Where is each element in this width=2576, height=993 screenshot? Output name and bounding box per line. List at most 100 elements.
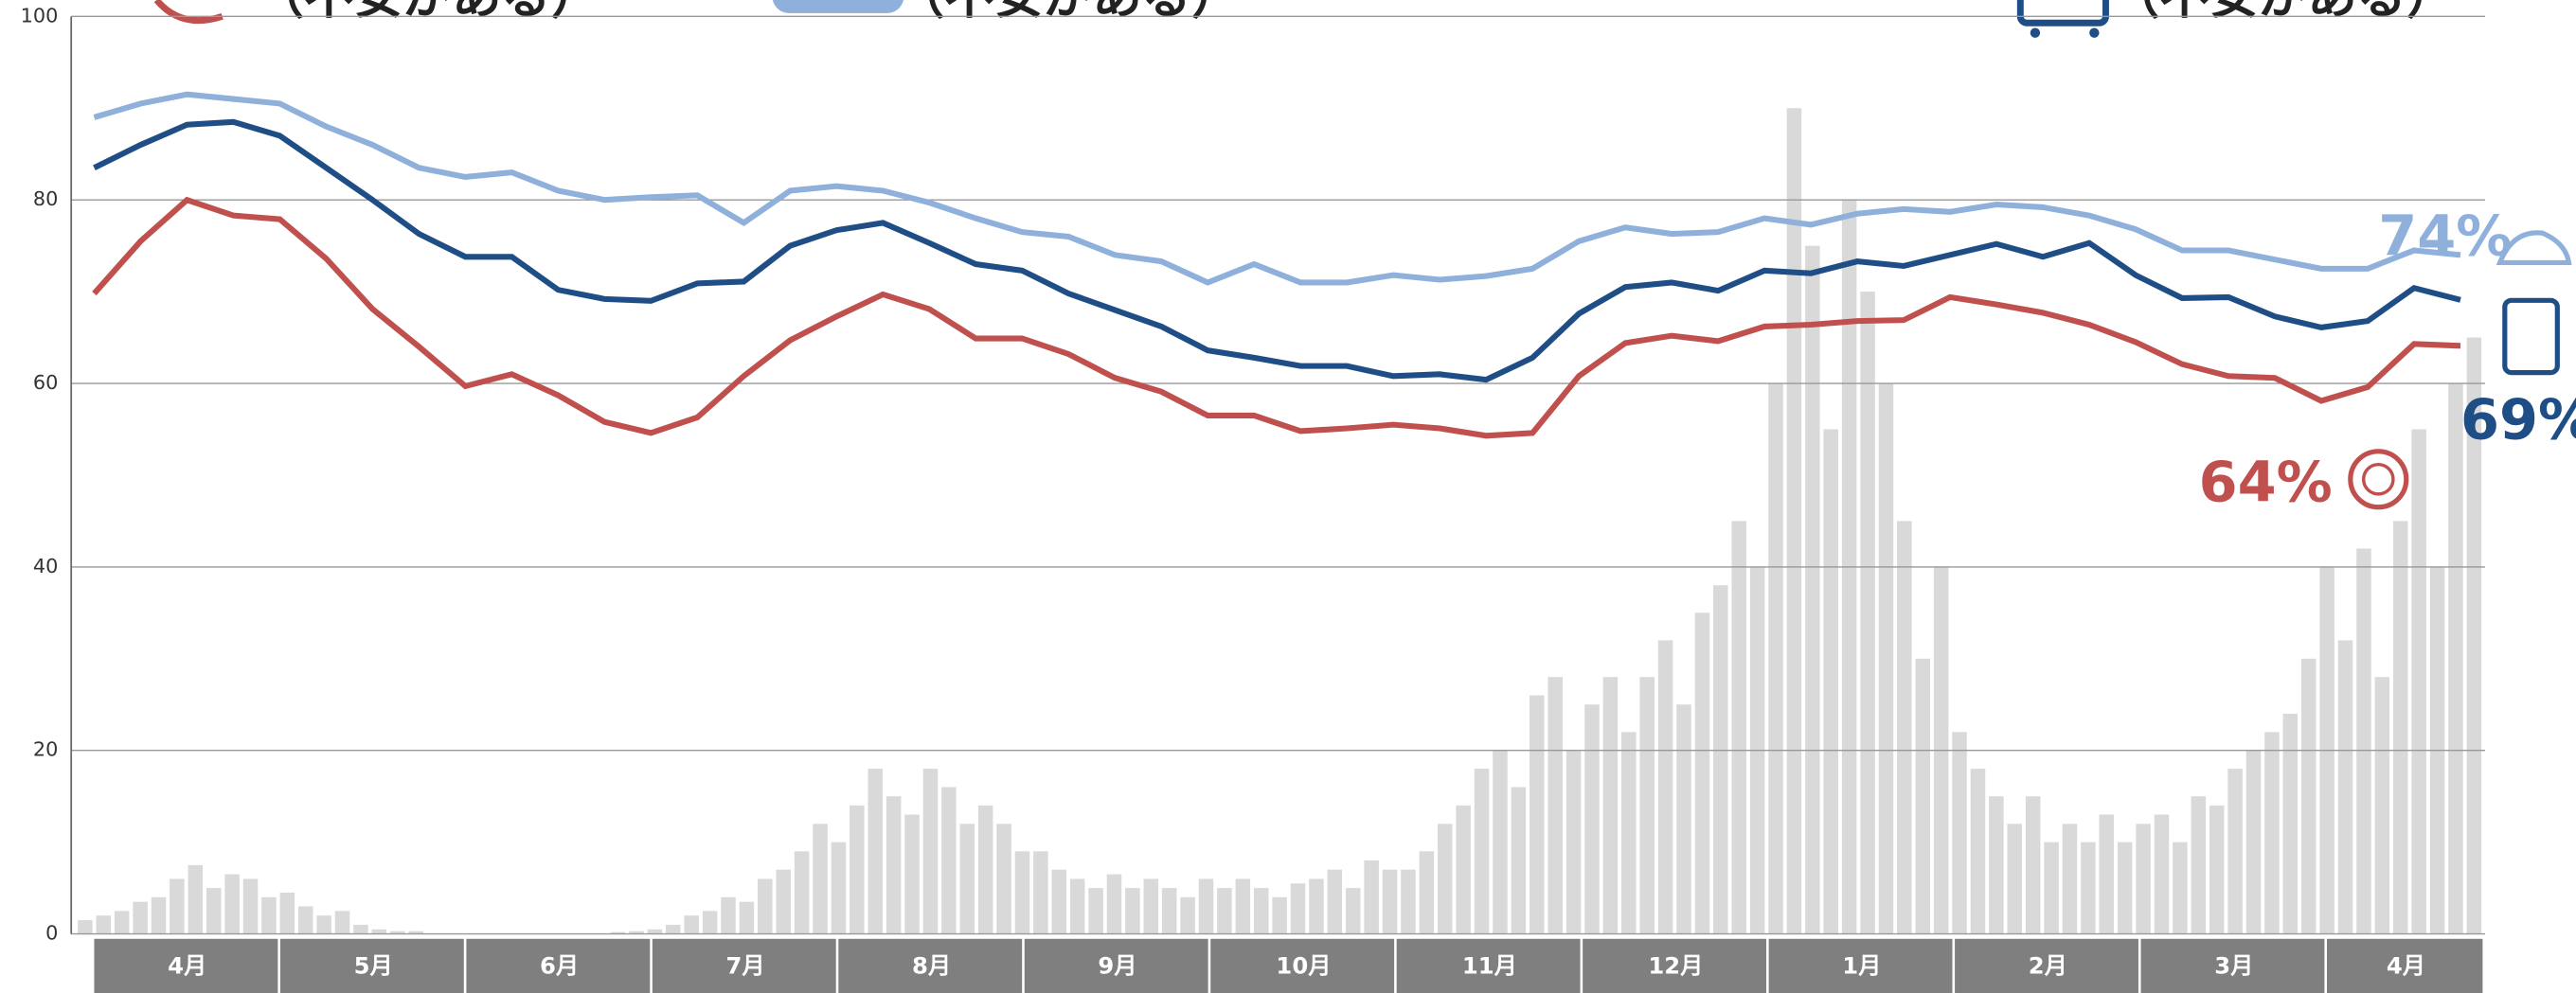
end-label: 64% [2199,449,2333,514]
bar [2099,814,2115,934]
bar [1382,869,1398,934]
month-band [1583,938,1767,993]
x-tick-label: 3月 [2214,951,2253,979]
bar [1823,429,1838,934]
month-band [94,938,278,993]
x-tick-label: 12月 [1648,951,1703,979]
bar [1106,874,1122,934]
bar [2062,824,2078,934]
bar [206,888,222,934]
bar [1069,878,1085,934]
bar [1235,878,1251,934]
y-tick-label: 80 [33,187,58,210]
y-tick-label: 40 [33,555,58,577]
month-band [466,938,651,993]
legend-icon [2016,0,2109,27]
x-tick-label: 10月 [1276,951,1331,979]
bar [170,878,185,934]
bar [1805,245,1820,934]
bar [1345,888,1361,934]
bar [2411,429,2426,934]
bar [1364,860,1379,934]
month-band [1396,938,1581,993]
bar [1419,851,1435,934]
legend-label: （不安がある） [255,0,599,26]
bar [647,929,663,934]
bar [1694,612,1710,934]
bar [1768,383,1783,934]
bar [2154,814,2170,934]
bar [2245,750,2262,934]
bar [977,805,993,934]
bar [996,824,1011,934]
bar [1989,796,2004,934]
bar [1474,769,1490,934]
legend: （不安がある） （不安がある） （不安がある） [153,0,2456,38]
legend-label: （不安がある） [2111,0,2456,26]
line [93,91,2461,286]
bar [1401,869,1416,934]
bar [133,901,148,934]
bar [1143,878,1159,934]
legend-icon [2089,27,2100,38]
month-band [1024,938,1208,993]
month-band [1210,938,1395,993]
month-band [279,938,464,993]
bar [2392,521,2408,934]
month-band [1955,938,2138,993]
bar [2282,713,2299,934]
end-icons [2348,230,2572,510]
bar [2044,842,2059,934]
month-band [1768,938,1953,993]
bar [1456,805,1471,934]
bar [78,920,93,934]
bar [188,864,204,934]
bar [868,769,884,934]
month-band [2140,938,2325,993]
bar [1051,869,1067,934]
bar [1272,896,1287,934]
bar [1014,851,1030,934]
bar [1970,769,1986,934]
bar [1437,824,1453,934]
bar [684,915,699,934]
bar [922,769,939,934]
bar [776,869,791,934]
bar [813,824,828,934]
bar [1897,521,1912,934]
x-tick-label: 5月 [354,951,393,979]
bar [2117,842,2133,934]
legend-label: （不安がある） [896,0,1241,26]
bar [1915,658,1931,934]
bar [1033,851,1048,934]
bar [831,842,847,934]
bar [2264,732,2280,934]
bar [297,906,313,934]
bar [2466,337,2482,934]
bar [721,896,736,934]
bar [1860,292,1875,934]
bar [610,931,626,934]
bar [1639,677,1655,934]
icon [2502,297,2560,376]
bar [1198,878,1214,934]
x-tick-label: 8月 [912,951,951,979]
bar [224,874,240,934]
bar [261,896,277,934]
bar [1547,677,1563,934]
bar [702,911,718,934]
bar [151,896,167,934]
bar [242,878,259,934]
bar [1657,640,1673,934]
bar [1530,695,1545,934]
end-label: 69% [2460,386,2576,452]
bar [1493,750,1508,934]
bar [1786,108,1802,934]
bar [371,929,387,934]
bar [316,915,331,934]
bar [1731,521,1746,934]
bar [959,824,975,934]
bar [758,878,773,934]
x-tick-label: 4月 [2387,951,2425,979]
month-band [652,938,836,993]
